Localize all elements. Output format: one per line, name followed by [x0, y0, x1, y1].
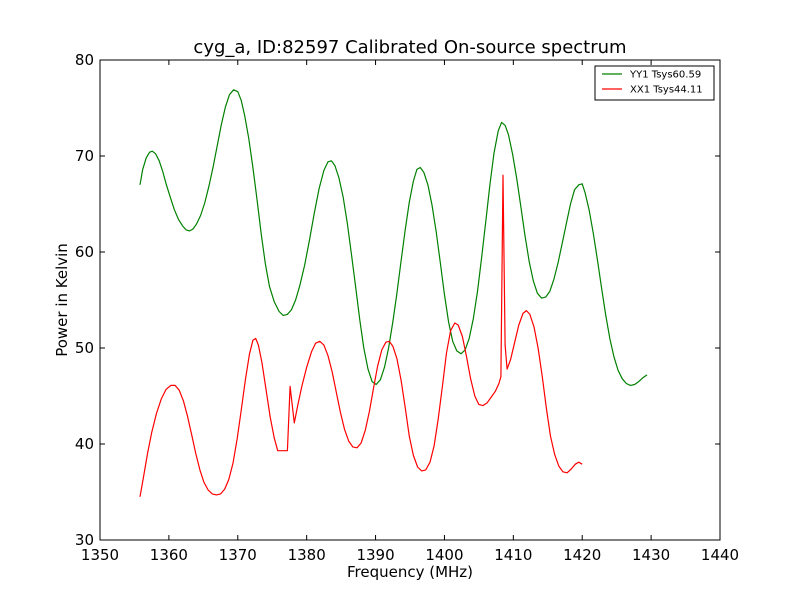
y-axis-label: Power in Kelvin — [53, 243, 71, 357]
chart-title: cyg_a, ID:82597 Calibrated On-source spe… — [193, 37, 626, 58]
x-tick-label: 1400 — [425, 546, 463, 564]
axes-frame — [99, 59, 721, 541]
legend-label-yy1: YY1 Tsys60.59 — [629, 70, 701, 81]
x-tick-label: 1370 — [219, 546, 257, 564]
x-tick-label: 1430 — [632, 546, 670, 564]
series-layer — [139, 89, 648, 497]
x-tick-label: 1410 — [494, 546, 532, 564]
x-tick-label: 1350 — [81, 546, 119, 564]
x-axis: 1350 1360 1370 1380 1390 1400 1410 1420 1430 1440 — [81, 60, 739, 564]
y-tick-label: 50 — [75, 339, 94, 357]
x-tick-label: 1440 — [701, 546, 739, 564]
series-line-xx1 — [139, 174, 583, 497]
legend-box — [594, 65, 715, 101]
y-tick-label: 30 — [75, 531, 94, 549]
y-tick-label: 70 — [75, 147, 94, 165]
x-tick-label: 1360 — [150, 546, 188, 564]
x-tick-label: 1380 — [288, 546, 326, 564]
y-tick-label: 80 — [75, 51, 94, 69]
plot-area — [99, 59, 721, 541]
y-tick-label: 60 — [75, 243, 94, 261]
y-axis: 30 40 50 60 70 80 — [75, 51, 720, 549]
x-tick-label: 1390 — [356, 546, 394, 564]
y-tick-label: 40 — [75, 435, 94, 453]
legend: YY1 Tsys60.59 XX1 Tsys44.11 — [594, 65, 715, 101]
legend-label-xx1: XX1 Tsys44.11 — [630, 85, 703, 96]
x-tick-label: 1420 — [563, 546, 601, 564]
series-line-yy1 — [139, 89, 648, 386]
x-axis-label: Frequency (MHz) — [347, 563, 473, 581]
